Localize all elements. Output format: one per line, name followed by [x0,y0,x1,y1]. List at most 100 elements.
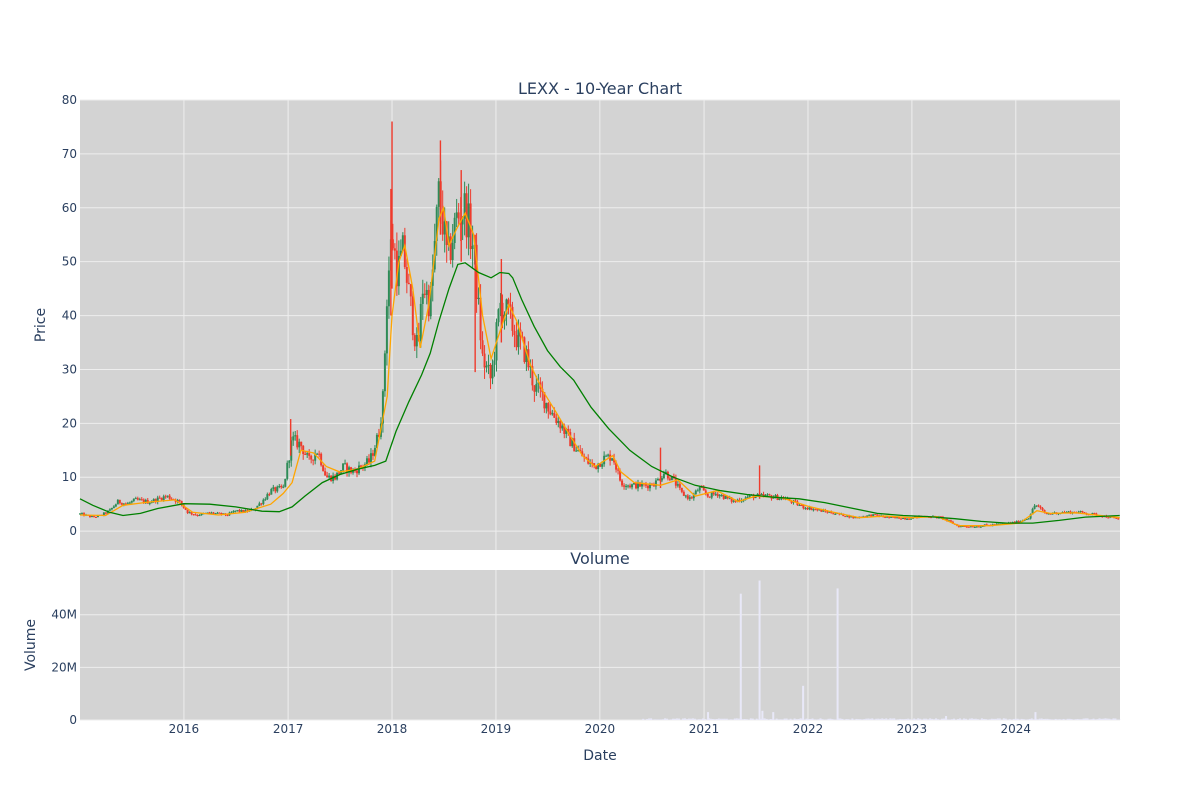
price-candle-body [631,484,634,488]
price-candle-body [1001,523,1004,525]
volume-bar [1084,718,1087,720]
price-candle-body [559,420,562,429]
price-candle-body [1051,513,1054,515]
price-candle-body [884,516,887,518]
price-candle-body [477,297,480,299]
price-candle-body [702,487,705,491]
price-candle-body [718,495,721,497]
price-candle-body [294,435,297,437]
price-candle-body [1025,519,1028,521]
price-candle-body [461,218,464,225]
volume-bar [781,719,784,720]
price-candle-body [1093,513,1096,515]
volume-bar [911,719,914,720]
price-candle-body [1047,513,1050,515]
price-candle-body [971,526,974,528]
price-candle-body [794,500,797,502]
price-candle-body [166,495,169,497]
price-candle-body [523,337,526,362]
price-candle-body [710,492,713,498]
volume-bar [953,718,956,720]
volume-bar [676,718,679,720]
price-candle-body [607,454,610,456]
price-candle-body [563,425,566,434]
volume-bar [1016,718,1019,720]
volume-bar [789,718,792,720]
volume-bar [927,719,930,720]
price-candle-body [499,302,502,310]
price-candle-body [832,513,835,515]
price-candle-body [188,512,191,514]
volume-bar [767,719,770,720]
volume-bar [1102,718,1105,720]
volume-spike-bar [945,716,948,720]
price-candle-body [308,453,311,456]
price-candle-body [80,513,83,515]
volume-bar [903,719,906,720]
volume-bar [809,718,812,720]
price-candle-body [533,385,536,392]
volume-bar [990,718,993,720]
volume-y-tick-label: 20M [51,660,77,674]
ma-short-line [79,205,1120,527]
price-candle-body [639,482,641,487]
price-candle-body [258,503,261,506]
volume-bar [857,719,860,720]
price-candle-body [896,517,899,519]
price-candle-body [577,450,580,452]
price-candle-body [403,235,406,268]
volume-bar [1048,719,1051,720]
price-candle-body [395,250,398,287]
volume-bar [1044,718,1047,720]
price-candle-body [547,403,550,412]
volume-bar [959,718,961,720]
price-candle-body [698,486,701,491]
price-candle-body [728,497,731,499]
volume-bar [674,718,677,720]
volume-bar [1110,719,1113,720]
chart-title: LEXX - 10-Year Chart [518,79,682,98]
price-y-tick-label: 30 [62,362,77,376]
volume-bar [737,718,740,720]
volume-bar [793,718,796,720]
volume-bar [962,718,965,720]
price-candle-body [304,454,307,456]
price-candle-body [316,453,319,455]
price-candle-body [128,502,131,504]
volume-bar [998,718,1001,720]
volume-bar [885,718,888,720]
price-candle-body [226,515,229,517]
price-candle-body [680,487,683,492]
volume-bar [994,718,997,720]
price-candle-body [760,494,763,496]
price-candle-body [818,509,821,511]
volume-bar [687,718,690,720]
volume-bar [861,719,864,720]
price-candle-body [310,455,313,460]
volume-bar [964,718,967,720]
price-candle-body [806,508,809,510]
price-candle-body [872,514,875,517]
price-candle-body [969,526,972,528]
price-candle-body [407,282,410,285]
volume-bar [745,719,748,720]
price-candle-body [613,458,616,463]
volume-bar [662,719,665,720]
volume-bar [1012,718,1015,720]
price-candle-body [778,498,781,500]
volume-bar [883,718,886,720]
price-y-tick-label: 60 [62,201,77,215]
volume-bar [1040,718,1043,720]
volume-bar [779,719,782,720]
volume-bar [891,718,894,720]
price-candle-body [888,516,891,518]
price-candle-body [768,494,771,496]
price-candle-body [846,515,849,517]
price-candle-body [772,497,775,499]
price-candle-body [684,495,687,497]
volume-bar [851,718,854,720]
price-candle-body [798,505,801,507]
price-candle-body [959,526,962,528]
volume-bar [650,718,653,720]
price-candle-body [814,509,817,511]
